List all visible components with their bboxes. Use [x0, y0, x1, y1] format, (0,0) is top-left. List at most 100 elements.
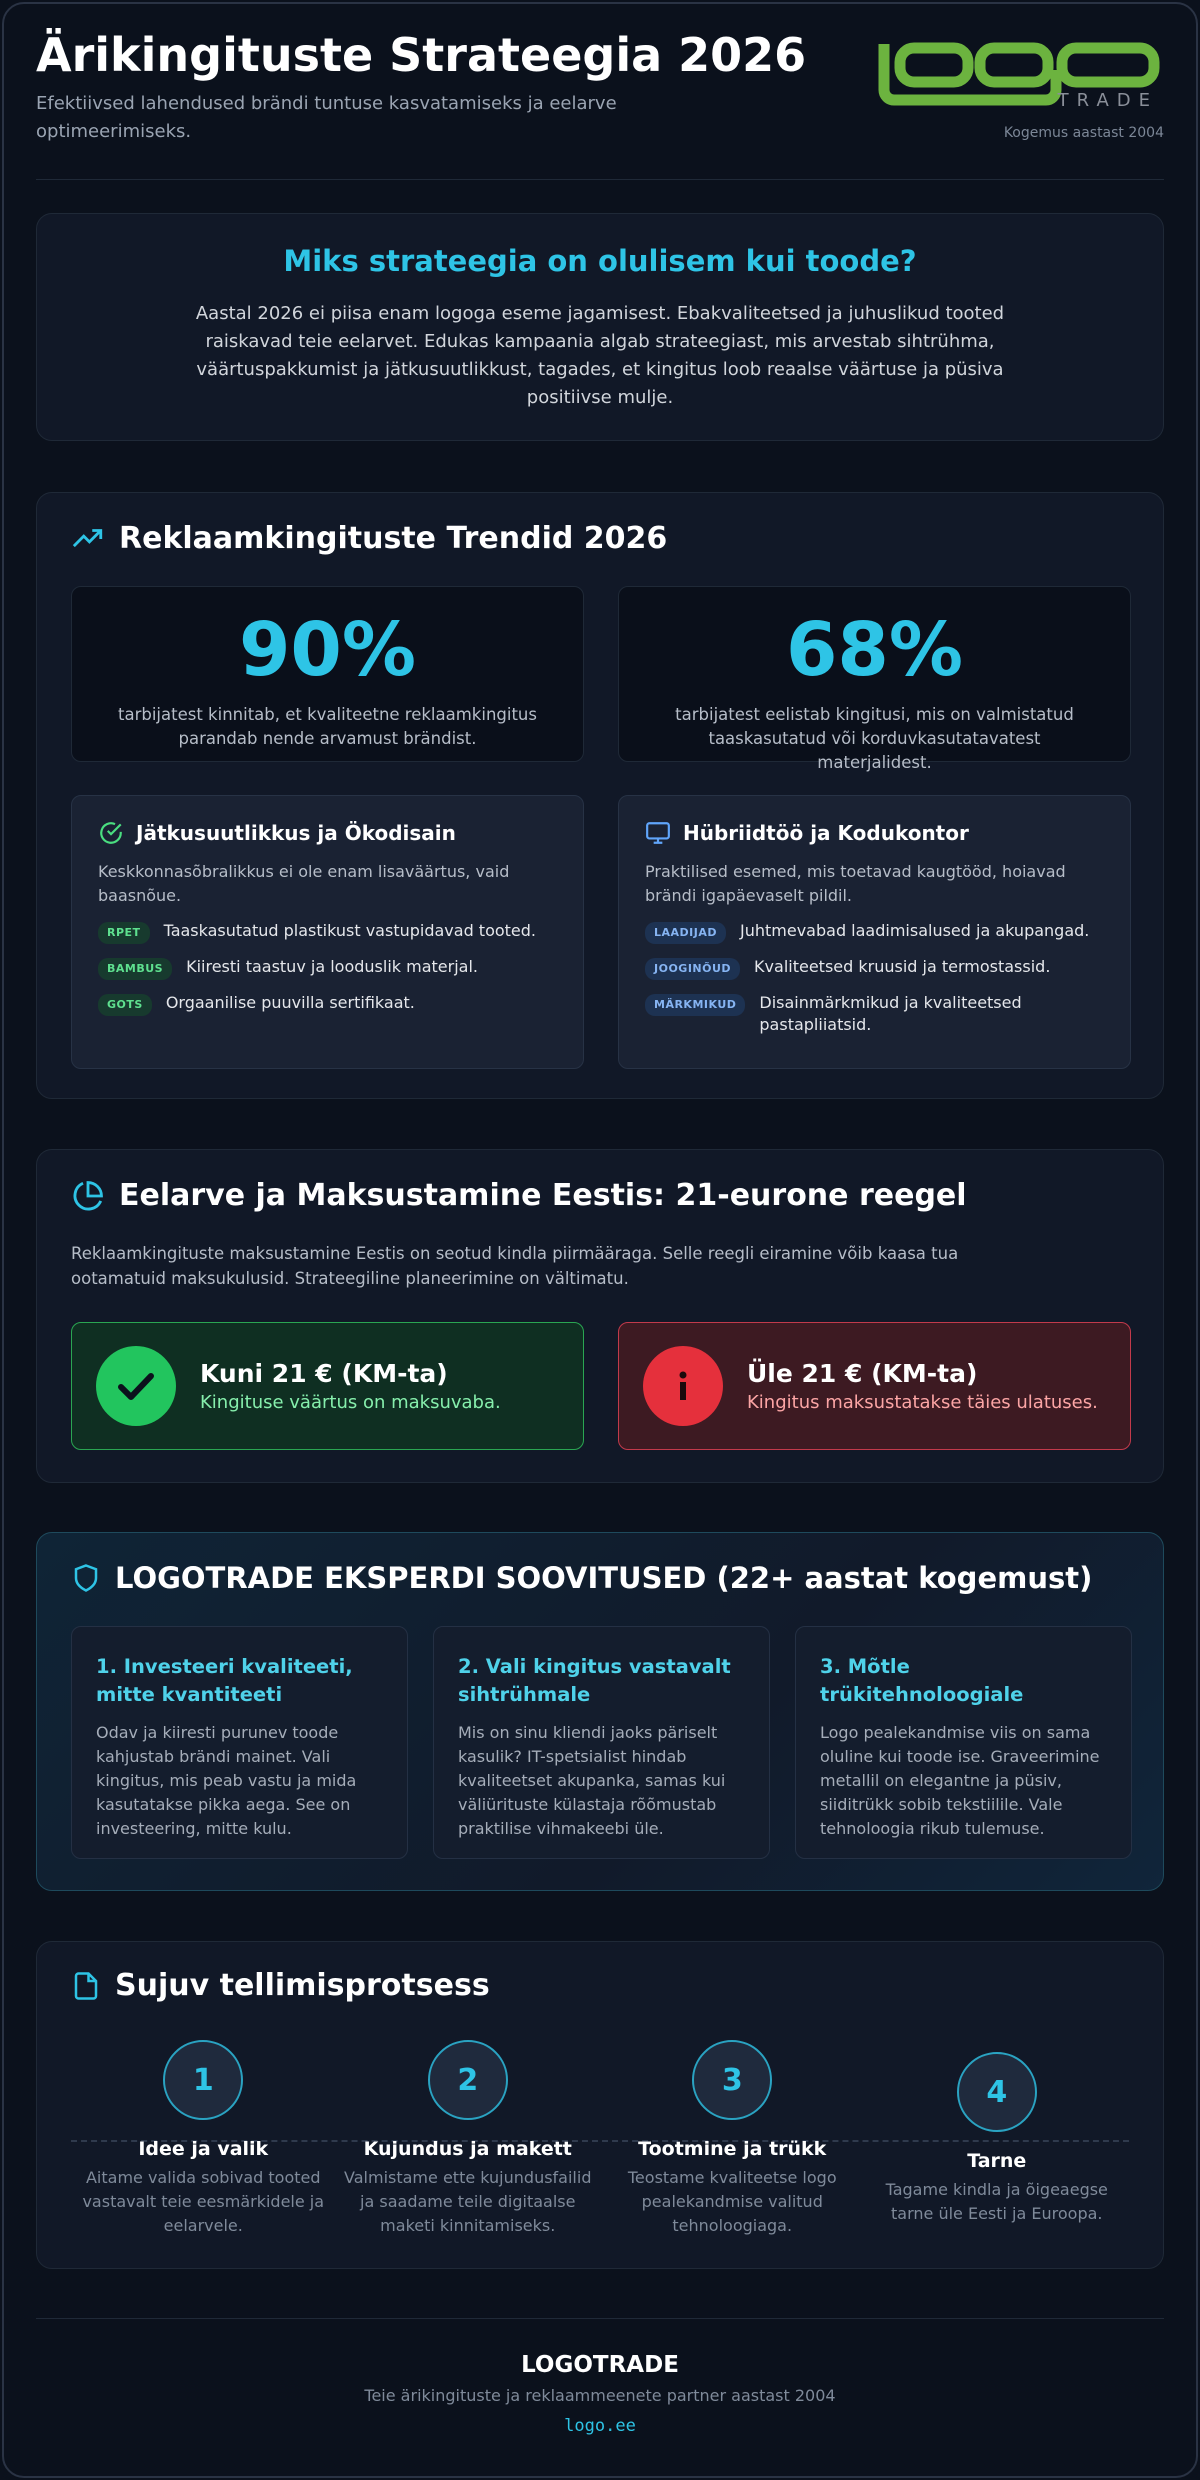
stat-text: tarbijatest kinnitab, et kvaliteetne rek… — [118, 705, 537, 748]
steps: 1 Idee ja valik Aitame valida sobivad toot… — [71, 2034, 1129, 2244]
stat-text: tarbijatest eelistab kingitusi, mis on v… — [675, 705, 1074, 772]
step-number: 4 — [956, 2052, 1037, 2132]
box-body: Kuni 21 € (KM-ta) Kingituse väärtus on ma… — [200, 1359, 501, 1413]
icon — [645, 820, 671, 846]
process-title: Sujuv tellimisprotsess — [115, 1968, 490, 2003]
tip-card: 1. Investeeri kvaliteeti, mitte kvantite… — [71, 1626, 408, 1859]
list-item: GOTS Orgaanilise puuvilla sertifikaat. — [98, 992, 557, 1016]
step: 2 Kujundus ja makett Valmistame ette kujun… — [336, 2040, 601, 2238]
card-list: LAADIJAD Juhtmevabad laadimisalused ja ak… — [645, 920, 1104, 1036]
card-title: Jätkusuutlikkus ja Ökodisain — [136, 821, 456, 845]
experts-title: LOGOTRADE EKSPERDI SOOVITUSED (22+ aasta… — [115, 1561, 1093, 1595]
icon — [98, 820, 124, 846]
subtitle: Efektiivsed lahendused brändi tuntuse ka… — [36, 93, 617, 142]
card-title-row: Jätkusuutlikkus ja Ökodisain — [98, 820, 557, 846]
footer-tagline: Teie ärikingituste ja reklaammeenete par… — [364, 2386, 836, 2405]
tip-text: Odav ja kiiresti purunev toode kahjustab… — [96, 1723, 357, 1838]
experts-section: LOGOTRADE EKSPERDI SOOVITUSED (22+ aasta… — [36, 1532, 1164, 1891]
list-item: MÄRKMIKUD Disainmärkmikud ja kvaliteetsed… — [645, 992, 1104, 1036]
icon — [72, 528, 103, 547]
trend-card: Jätkusuutlikkus ja Ökodisain Keskkonnasõb… — [71, 795, 584, 1069]
step-text: Aitame valida sobivad tooted vastavalt t… — [82, 2168, 325, 2235]
tip-text: Logo pealekandmise viis on sama oluline … — [820, 1723, 1100, 1838]
box-text: Kingituse väärtus on maksuvaba. — [200, 1392, 501, 1413]
stat-box: 68% tarbijatest eelistab kingitusi, mis o… — [618, 586, 1131, 772]
tag: LAADIJAD — [645, 922, 726, 944]
box-title: Kuni 21 € (KM-ta) — [200, 1359, 448, 1388]
step: 1 Idee ja valik Aitame valida sobivad toot… — [71, 2040, 336, 2238]
footer-url[interactable]: logo.ee — [564, 2416, 636, 2436]
icon — [74, 1971, 98, 2000]
step-text: Teostame kvaliteetse logo pealekandmise … — [627, 2168, 837, 2235]
step-number: 2 — [427, 2040, 508, 2120]
intro-title: Miks strateegia on olulisem kui toode? — [283, 244, 917, 278]
process-section: Sujuv tellimisprotsess 1 Idee ja valik Ait… — [36, 1941, 1164, 2269]
icon — [73, 1180, 103, 1210]
step-text: Valmistame ette kujundusfailid ja saadam… — [344, 2168, 592, 2235]
tip-card: 2. Vali kingitus vastavalt sihtrühmale Mi… — [433, 1626, 770, 1859]
tip-text: Mis on sinu kliendi jaoks päriselt kasul… — [458, 1723, 726, 1838]
tip-card: 3. Mõtle trükitehnoloogiale Logo pealekan… — [795, 1626, 1132, 1859]
budget-box: Üle 21 € (KM-ta) Kingitus maksustatakse t… — [618, 1322, 1131, 1450]
section-heading: Eelarve ja Maksustamine Eestis: 21-euron… — [71, 1178, 967, 1213]
card-text: Keskkonnasõbralikkus ei ole enam lisavää… — [98, 862, 510, 905]
budget-title: Eelarve ja Maksustamine Eestis: 21-euron… — [119, 1178, 967, 1213]
logo: TRADE — [876, 40, 1164, 112]
icon — [96, 1346, 176, 1426]
box-title: Üle 21 € (KM-ta) — [747, 1359, 978, 1388]
card-title: Hübriidtöö ja Kodukontor — [683, 821, 969, 845]
timeline — [71, 2140, 1129, 2142]
logo-tagline: TRADE — [1057, 90, 1158, 111]
step: 3 Tootmine ja trükk Teostame kvaliteetse l… — [600, 2040, 865, 2238]
step-number: 1 — [163, 2040, 244, 2120]
step: 4 Tarne Tagame kindla ja õigeaegse tarne ü… — [865, 2052, 1130, 2226]
list-item: RPET Taaskasutatud plastikust vastupidava… — [98, 920, 557, 944]
footer-brand: LOGOTRADE — [521, 2352, 679, 2378]
step-title: Idee ja valik — [138, 2138, 269, 2160]
step-title: Tarne — [967, 2150, 1027, 2172]
step-text: Tagame kindla ja õigeaegse tarne üle Ees… — [885, 2180, 1108, 2223]
tip-title: 1. Investeeri kvaliteeti, mitte kvantite… — [96, 1655, 353, 1706]
tag: GOTS — [98, 994, 152, 1016]
divider — [36, 2318, 1164, 2319]
section-heading: LOGOTRADE EKSPERDI SOOVITUSED (22+ aasta… — [71, 1561, 1092, 1595]
box-text: Kingitus maksustatakse täies ulatuses. — [747, 1392, 1098, 1413]
step-title: Tootmine ja trükk — [638, 2138, 827, 2160]
trend-card: Hübriidtöö ja Kodukontor Praktilised esem… — [618, 795, 1131, 1069]
item-text: Kiiresti taastuv ja looduslik materjal. — [186, 957, 478, 976]
budget-box: Kuni 21 € (KM-ta) Kingituse väärtus on ma… — [71, 1322, 584, 1450]
item-text: Orgaanilise puuvilla sertifikaat. — [165, 993, 415, 1012]
stat-box: 90% tarbijatest kinnitab, et kvaliteetne … — [71, 586, 584, 762]
tip-title: 3. Mõtle trükitehnoloogiale — [820, 1655, 1024, 1706]
tag: RPET — [98, 922, 150, 944]
stat-value: 90% — [238, 607, 417, 693]
tag: BAMBUS — [98, 958, 173, 980]
tag: JOOGINÕUD — [645, 958, 741, 980]
list-item: BAMBUS Kiiresti taastuv ja looduslik mate… — [98, 956, 557, 980]
trends-section: Reklaamkingituste Trendid 2026 90% tarbij… — [36, 492, 1164, 1099]
section-heading: Sujuv tellimisprotsess — [71, 1968, 490, 2003]
tag: MÄRKMIKUD — [645, 994, 746, 1016]
title: Ärikingituste Strateegia 2026 — [36, 28, 807, 82]
item-text: Taaskasutatud plastikust vastupidavad to… — [163, 921, 537, 940]
icon — [74, 1564, 98, 1592]
item-text: Disainmärkmikud ja kvaliteetsed pastapli… — [759, 993, 1022, 1034]
logo-mark: TRADE — [878, 42, 1160, 111]
box-body: Üle 21 € (KM-ta) Kingitus maksustatakse t… — [747, 1359, 1098, 1413]
item-text: Kvaliteetsed kruusid ja termostassid. — [754, 957, 1051, 976]
tip-title: 2. Vali kingitus vastavalt sihtrühmale — [458, 1655, 731, 1706]
budget-section: Eelarve ja Maksustamine Eestis: 21-euron… — [36, 1149, 1164, 1483]
step-title: Kujundus ja makett — [363, 2138, 572, 2160]
card-title-row: Hübriidtöö ja Kodukontor — [645, 820, 1104, 846]
card-list: RPET Taaskasutatud plastikust vastupidava… — [98, 920, 557, 1016]
intro-text: Aastal 2026 ei piisa enam logoga eseme j… — [195, 303, 1005, 408]
budget-text: Reklaamkingituste maksustamine Eestis on… — [71, 1244, 959, 1288]
card-text: Praktilised esemed, mis toetavad kaugtöö… — [645, 862, 1066, 905]
icon — [643, 1346, 723, 1426]
list-item: LAADIJAD Juhtmevabad laadimisalused ja ak… — [645, 920, 1104, 944]
section-heading: Reklaamkingituste Trendid 2026 — [71, 521, 667, 556]
step-number: 3 — [692, 2040, 773, 2120]
intro-section: Miks strateegia on olulisem kui toode? A… — [36, 213, 1164, 441]
trends-title: Reklaamkingituste Trendid 2026 — [119, 521, 668, 556]
